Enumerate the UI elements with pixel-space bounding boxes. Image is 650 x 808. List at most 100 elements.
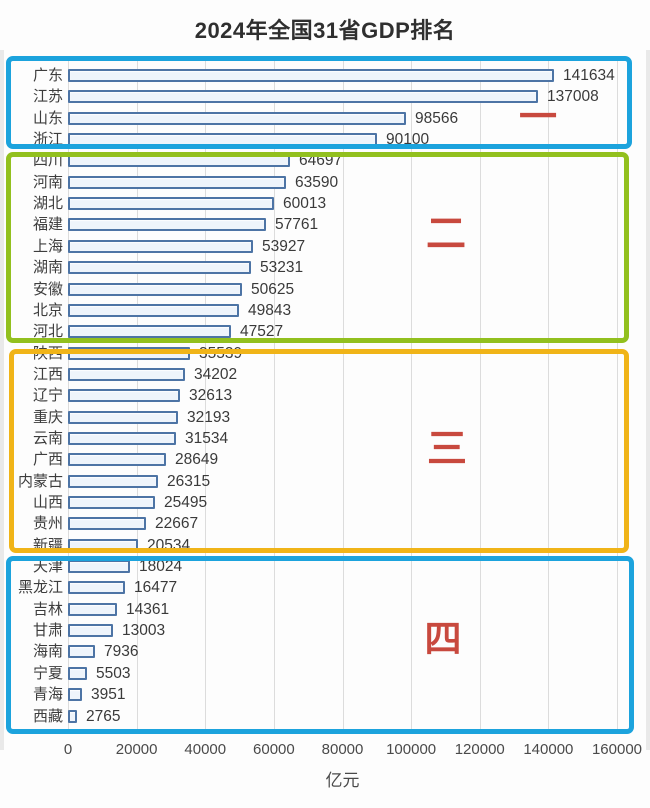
gdp-bar	[68, 474, 158, 488]
province-label: 宁夏	[32, 664, 63, 682]
left-edge-strip	[0, 50, 4, 750]
gridline	[411, 58, 413, 734]
value-label: 26315	[167, 472, 211, 490]
value-label: 22667	[155, 515, 199, 533]
tier-marker-3: 三	[427, 427, 467, 471]
value-label: 3951	[91, 686, 126, 704]
gdp-bar	[68, 560, 130, 574]
gdp-bar	[68, 688, 82, 702]
gdp-bar	[68, 410, 178, 424]
province-label: 甘肃	[32, 622, 63, 640]
value-label: 53231	[260, 259, 304, 277]
value-label: 5503	[96, 664, 131, 682]
value-label: 16477	[134, 579, 178, 597]
tier-marker-1: 一	[518, 97, 558, 139]
value-label: 32193	[187, 408, 231, 426]
tier-marker-2: 二	[426, 212, 466, 256]
gdp-bar	[68, 303, 239, 317]
tier-box-2	[6, 152, 629, 343]
value-label: 63590	[295, 173, 339, 191]
value-label: 90100	[386, 131, 430, 149]
province-label: 福建	[32, 216, 63, 234]
gdp-bar	[68, 666, 87, 680]
province-label: 山东	[32, 109, 63, 127]
gridline	[617, 58, 618, 734]
gdp-bar	[68, 581, 125, 595]
x-tick-label: 0	[63, 741, 73, 758]
value-label: 14361	[126, 600, 170, 618]
province-label: 湖南	[32, 259, 63, 277]
gdp-bar	[68, 218, 266, 232]
gdp-bar	[68, 69, 554, 82]
value-label: 31534	[185, 429, 229, 447]
x-axis-title: 亿元	[325, 771, 360, 790]
province-label: 江苏	[32, 88, 63, 106]
gdp-bar	[68, 239, 253, 253]
gdp-bar	[68, 325, 231, 339]
gdp-bar	[68, 453, 166, 467]
province-label: 广西	[32, 451, 63, 469]
x-tick-label: 120000	[454, 741, 505, 758]
value-label: 49843	[248, 301, 292, 319]
tier-box-1	[6, 56, 632, 149]
gridline	[273, 58, 275, 734]
province-label: 云南	[32, 429, 63, 447]
x-tick-label: 140000	[523, 741, 574, 758]
province-label: 天津	[32, 558, 63, 576]
value-label: 28649	[175, 451, 219, 469]
gdp-bar	[68, 709, 77, 723]
province-label: 辽宁	[32, 387, 63, 405]
gridline	[205, 58, 207, 734]
value-label: 137008	[547, 88, 599, 106]
province-label: 海南	[32, 643, 63, 661]
province-label: 黑龙江	[17, 579, 63, 597]
gdp-bar	[68, 602, 117, 616]
gridline	[548, 58, 550, 734]
province-label: 重庆	[32, 408, 63, 426]
province-label: 安徽	[32, 280, 63, 298]
x-tick-label: 60000	[253, 741, 295, 758]
province-label: 湖北	[32, 195, 63, 213]
gdp-bar	[68, 624, 113, 638]
value-label: 25495	[164, 494, 208, 511]
right-edge-strip	[646, 50, 650, 750]
gdp-bar	[68, 261, 251, 275]
gdp-bar	[68, 517, 146, 531]
gdp-bar	[68, 645, 95, 659]
gdp-bar	[68, 389, 180, 403]
gdp-bar	[68, 111, 406, 125]
province-label: 江西	[32, 365, 63, 383]
x-tick-label: 40000	[184, 741, 227, 758]
chart-title: 2024年全国31省GDP排名	[194, 18, 456, 43]
province-label: 河北	[32, 323, 63, 341]
gdp-bar	[68, 197, 274, 211]
value-label: 13003	[122, 622, 166, 640]
value-label: 47527	[240, 323, 284, 341]
tier-box-3	[9, 349, 629, 553]
value-label: 50625	[251, 280, 295, 298]
province-label: 青海	[32, 686, 63, 704]
x-tick-label: 160000	[591, 741, 643, 758]
x-tick-label: 100000	[386, 741, 437, 758]
province-label: 吉林	[32, 600, 63, 618]
province-label: 广东	[32, 67, 63, 84]
value-label: 32613	[189, 387, 233, 405]
province-label: 贵州	[32, 515, 63, 533]
value-label: 98566	[415, 109, 459, 127]
value-label: 7936	[104, 643, 139, 661]
value-label: 57761	[275, 216, 319, 234]
gridline	[342, 58, 344, 734]
gdp-bar	[68, 175, 286, 189]
gdp-bar	[68, 282, 242, 296]
value-label: 60013	[283, 195, 327, 213]
value-label: 2765	[86, 707, 121, 725]
province-label: 上海	[32, 237, 63, 255]
province-label: 内蒙古	[17, 472, 63, 490]
province-label: 西藏	[32, 707, 63, 725]
tier-marker-4: 四	[424, 618, 462, 660]
province-label: 浙江	[32, 131, 63, 149]
tier-box-4	[6, 556, 634, 734]
value-label: 34202	[194, 365, 238, 383]
value-label: 53927	[262, 237, 306, 255]
